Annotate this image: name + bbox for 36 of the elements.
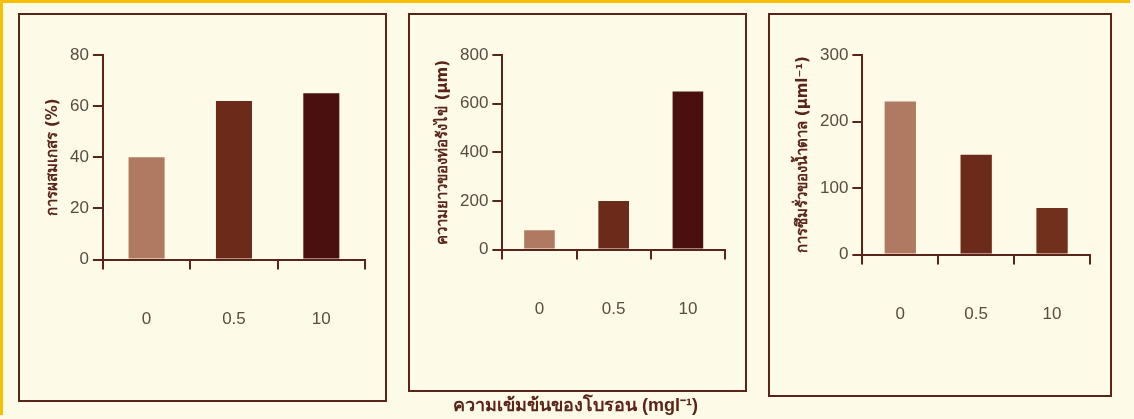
- y-tick-label: 100: [819, 177, 849, 197]
- x-tick-label: 0.5: [222, 309, 246, 329]
- x-axis-title: ความเข้มข้นของโบรอน (mgl⁻¹): [452, 393, 699, 417]
- y-tick-label: 600: [459, 93, 489, 113]
- x-tick-label: 0.5: [964, 304, 988, 324]
- x-tick-label: 10: [311, 309, 331, 329]
- y-tick-label: 20: [69, 198, 89, 218]
- x-tick-label: 0: [534, 299, 545, 319]
- y-tick-label: 40: [69, 146, 89, 166]
- y-tick-label: 800: [459, 44, 489, 64]
- y-tick-label: 60: [69, 95, 89, 115]
- bar: [884, 101, 916, 254]
- y-axis-title: การผสมเกสร (%): [42, 98, 61, 217]
- y-tick-label: 300: [819, 44, 849, 64]
- x-tick-label: 0.5: [601, 299, 626, 319]
- y-tick-label: 400: [459, 141, 489, 161]
- bar: [960, 154, 992, 254]
- x-tick-label: 10: [1042, 304, 1062, 324]
- x-tick-label: 0: [141, 309, 152, 329]
- bar: [128, 157, 165, 259]
- y-tick-label: 0: [838, 244, 849, 264]
- bar: [215, 101, 252, 259]
- bar: [303, 93, 340, 259]
- bar: [672, 91, 704, 249]
- y-tick-label: 200: [819, 111, 849, 131]
- bar: [524, 230, 555, 249]
- bar: [1036, 208, 1068, 254]
- x-tick-label: 0: [895, 304, 906, 324]
- x-tick-label: 10: [678, 299, 698, 319]
- y-tick-label: 0: [79, 249, 89, 269]
- y-tick-label: 80: [69, 44, 89, 64]
- y-tick-label: 200: [459, 190, 489, 210]
- y-axis-title: ความยาวของท่อรังไข่ (µm): [431, 60, 451, 245]
- y-axis-title: การซึมรั่วของน้ำตาล (µml⁻¹): [789, 56, 811, 254]
- y-tick-label: 0: [478, 239, 489, 259]
- bar: [598, 200, 629, 249]
